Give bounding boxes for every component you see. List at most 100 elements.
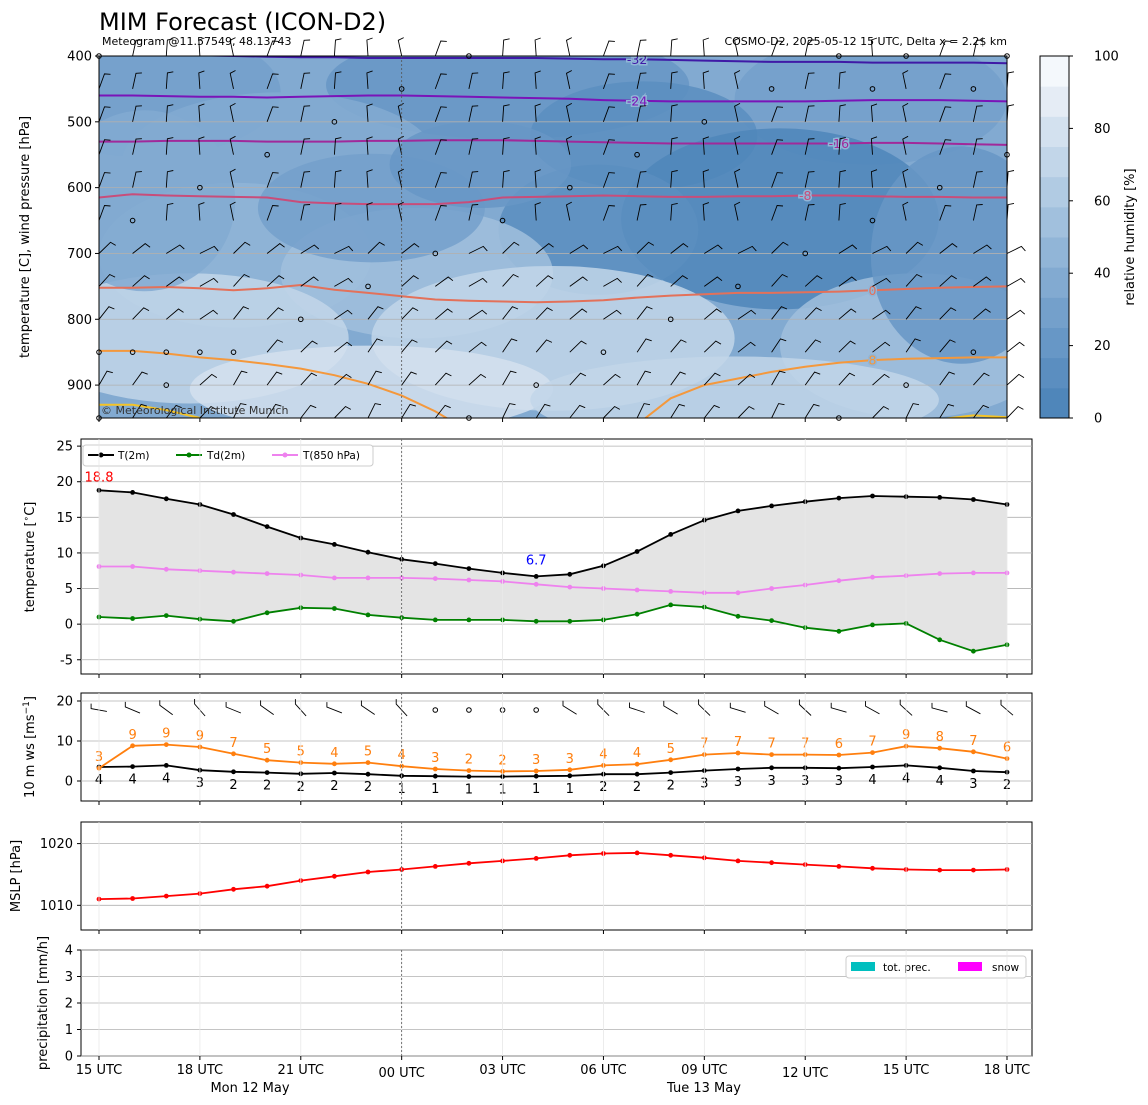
wind-barb <box>565 37 573 57</box>
ytick-label-1: 1 <box>65 1023 73 1038</box>
wind-barb <box>366 103 373 122</box>
time-tick-label: 15 UTC <box>883 1063 929 1078</box>
wind-barb <box>872 405 890 419</box>
wind-barb <box>165 202 174 221</box>
time-axis-ticks: 15 UTC 18 UTC 21 UTC 00 UTC 03 UTC 06 UTC 09 U… <box>76 418 1030 1081</box>
wind-speed-label: 4 <box>936 774 944 789</box>
wind-barb <box>670 339 687 353</box>
upper-air-plot-frame <box>98 55 1008 419</box>
wind-barb <box>737 405 755 419</box>
calm-wind-marker <box>129 217 136 224</box>
wind-barb <box>98 306 115 320</box>
wind-gust-label: 3 <box>431 751 439 766</box>
series-point-0 <box>567 571 573 577</box>
wind-barb <box>939 243 958 254</box>
wind-barb <box>294 699 307 717</box>
wind-barb <box>636 370 652 386</box>
wind-barb <box>401 243 420 254</box>
wind-barb <box>905 241 924 254</box>
legend-label-total-precip: tot. prec. <box>883 962 931 974</box>
wind-barb <box>300 244 320 254</box>
wind-barb <box>872 245 892 254</box>
wind-barb <box>734 135 741 155</box>
wind-barb <box>502 403 516 419</box>
wind-barb <box>771 273 788 287</box>
wind-barb <box>98 273 116 287</box>
wind-barb <box>502 273 519 287</box>
wind-barb <box>670 275 688 287</box>
wind-barb <box>132 243 151 254</box>
temperature-legend: T(2m) Td(2m) T(850 hPa) <box>82 444 374 467</box>
wind-barb <box>804 72 815 89</box>
series-point-2 <box>466 577 472 583</box>
wind-gust-label: 3 <box>532 753 540 768</box>
wind-barb <box>468 105 479 122</box>
wind-barb <box>569 372 587 386</box>
wind-barb <box>468 204 479 221</box>
time-tick-label: 18 UTC <box>177 1063 223 1078</box>
calm-wind-marker <box>398 86 405 92</box>
wind-barb <box>905 273 923 287</box>
series-point-0 <box>332 873 337 879</box>
wind-barb <box>734 37 741 57</box>
wind-barb <box>266 339 284 353</box>
wind-barb <box>300 105 311 122</box>
wind-barb <box>199 309 218 320</box>
calm-wind-marker <box>297 316 304 323</box>
series-line-1 <box>98 603 1008 653</box>
series-point-0 <box>432 561 438 566</box>
wind-barb <box>838 137 846 155</box>
wind-barb <box>602 106 615 122</box>
ytick-label-0: 0 <box>65 618 73 633</box>
wind-barb <box>435 308 453 320</box>
wind-barb <box>434 106 447 122</box>
isotherm-8 <box>99 349 1007 418</box>
wind-barb <box>972 171 983 188</box>
relative-humidity-field <box>99 56 1007 418</box>
calm-wind-marker <box>600 349 607 355</box>
calm-wind-marker <box>163 382 170 388</box>
wind-barb <box>771 172 784 188</box>
wind-barb <box>334 405 352 419</box>
series-point-1 <box>466 617 472 623</box>
wind-barb <box>367 306 384 320</box>
wind-barb <box>771 139 784 155</box>
series-point-0 <box>567 773 573 779</box>
wind-barb <box>502 104 510 122</box>
wind-barb <box>225 702 242 714</box>
legend-marker-td2m <box>186 452 192 458</box>
wind-barb <box>326 702 343 714</box>
wind-gust-label: 7 <box>767 737 775 752</box>
calm-wind-marker <box>499 217 506 224</box>
wind-barb <box>468 277 488 287</box>
legend-marker-t2m <box>98 452 104 458</box>
wind-barb <box>229 70 236 89</box>
series-point-1 <box>533 618 539 624</box>
wind-barb <box>98 370 113 386</box>
wind-barb <box>300 204 311 221</box>
series-point-2 <box>735 590 741 596</box>
series-point-0 <box>735 766 741 772</box>
calm-wind-marker <box>331 119 338 125</box>
wind-barb <box>132 307 150 320</box>
wind-barb <box>165 71 174 89</box>
wind-barb <box>434 372 452 386</box>
wind-barb <box>703 340 722 353</box>
wind-gridlines <box>81 700 1032 782</box>
series-point-0 <box>163 496 169 502</box>
colorbar-band-5 <box>1040 237 1069 268</box>
wind-barb <box>333 202 342 221</box>
wind-barb <box>872 277 891 287</box>
wind-barb <box>698 699 711 716</box>
wind-barb <box>905 403 920 419</box>
series-point-0 <box>432 864 438 869</box>
wind-barb <box>229 168 236 188</box>
wind-barb <box>98 106 111 122</box>
colorbar-tick-label-40: 40 <box>1094 267 1111 282</box>
series-point-0 <box>365 771 371 777</box>
isotherm-label--32: -32 <box>627 52 647 67</box>
series-point-0 <box>971 497 976 502</box>
temperature-y-label: temperature [∘C] <box>22 502 38 613</box>
precipitation-gridlines <box>81 949 1032 1057</box>
legend-label-snow: snow <box>992 962 1020 974</box>
